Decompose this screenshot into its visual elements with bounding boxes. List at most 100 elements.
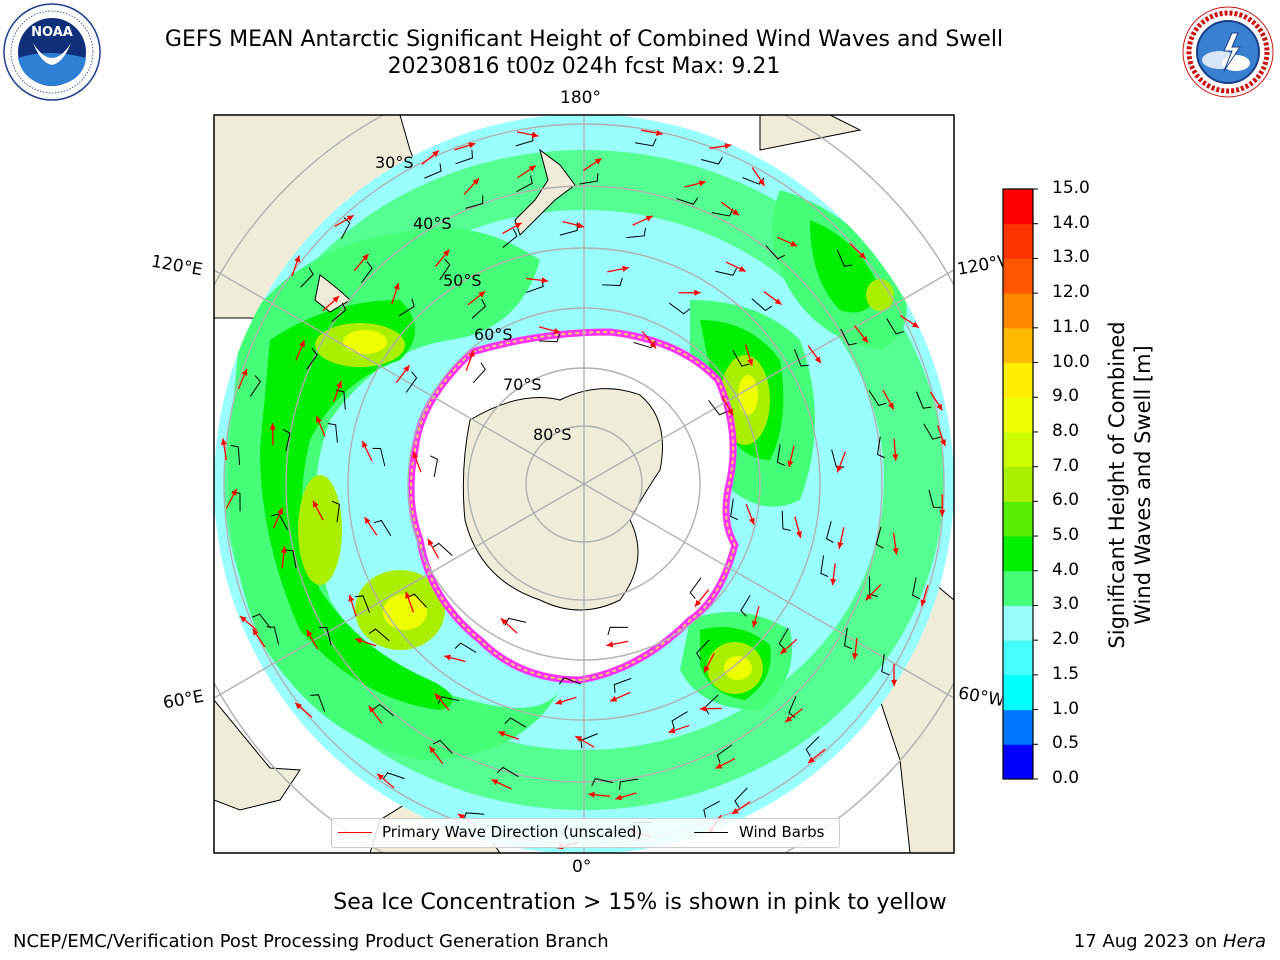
wind-barb	[843, 627, 853, 650]
wave-arrow	[322, 295, 340, 312]
wave-arrow	[929, 391, 943, 411]
wave-arrow	[225, 488, 238, 509]
wave-arrow	[849, 243, 867, 260]
colorbar-segment	[1003, 258, 1033, 294]
wave-arrow	[497, 731, 520, 740]
wave-arrow	[780, 638, 798, 655]
colorbar-tick-label: 4.0	[1052, 559, 1080, 580]
wind-barb	[836, 249, 853, 267]
wind-barb	[868, 390, 887, 407]
wind-barb	[668, 302, 691, 315]
wave-arrow	[562, 220, 585, 229]
wave-arrow	[391, 282, 400, 305]
wind-barb	[881, 653, 890, 676]
wave-arrow	[526, 277, 549, 284]
wind-barb	[539, 333, 560, 343]
wind-barb	[300, 267, 314, 288]
wind-barb	[778, 627, 789, 650]
map-legend: Primary Wave Direction (unscaled) Wind B…	[331, 818, 840, 848]
wave-arrow	[348, 594, 357, 617]
wind-barb	[635, 138, 657, 147]
wave-arrow	[465, 349, 475, 371]
wave-arrow	[467, 290, 486, 306]
wind-barb	[361, 261, 373, 284]
wind-barb	[601, 277, 623, 287]
wave-arrow	[502, 222, 522, 235]
wind-barb	[696, 639, 710, 661]
wave-arrow	[807, 345, 822, 364]
wind-barb	[915, 391, 932, 409]
wave-direction-arrows	[220, 129, 946, 850]
wave-arrow	[588, 791, 611, 798]
wave-arrow	[280, 546, 287, 569]
footer-machine: Hera	[1222, 931, 1266, 952]
wind-barb	[734, 787, 748, 809]
colorbar-segment	[1003, 501, 1033, 537]
wave-arrow	[434, 249, 450, 267]
wind-barb	[626, 227, 647, 239]
wave-arrow	[606, 640, 629, 648]
wind-barb	[886, 318, 904, 335]
colorbar-segment	[1003, 536, 1033, 572]
wind-barb	[373, 519, 392, 537]
wave-arrow	[427, 538, 439, 559]
wind-barb	[437, 696, 460, 705]
wind-barb	[284, 549, 297, 569]
colorbar-tick-label: 12.0	[1052, 282, 1090, 303]
wind-barb	[928, 489, 942, 508]
wave-arrow	[555, 696, 577, 705]
wind-barb	[465, 195, 484, 209]
wind-barb	[715, 267, 738, 276]
wave-arrow	[776, 236, 798, 247]
wind-barb	[875, 526, 884, 549]
wave-arrow	[763, 291, 782, 306]
colorbar-tick-label: 6.0	[1052, 490, 1080, 511]
wave-arrow	[220, 438, 228, 461]
wind-barb	[331, 302, 347, 322]
wind-barb	[876, 436, 885, 459]
wind-barb	[776, 444, 786, 466]
wave-arrow	[582, 157, 602, 172]
colorbar-segment	[1003, 223, 1033, 259]
wave-arrow	[632, 215, 653, 226]
colorbar-tick-label: 14.0	[1052, 212, 1090, 233]
wave-arrow	[273, 507, 284, 529]
colorbar-tick-label: 8.0	[1052, 420, 1080, 441]
wind-barb	[580, 733, 598, 749]
wind-barb	[676, 197, 699, 205]
wind-barb	[424, 163, 442, 179]
colorbar-tick-label: 1.5	[1052, 663, 1080, 684]
wave-arrow	[421, 150, 440, 165]
wind-barb	[249, 375, 261, 397]
wave-arrow	[939, 494, 946, 517]
wind-barb	[405, 371, 418, 393]
wind-barb	[335, 389, 346, 410]
colorbar-segment	[1003, 640, 1033, 676]
colorbar-segment	[1003, 744, 1033, 780]
wind-barb	[923, 423, 941, 440]
wave-arrow	[694, 589, 710, 608]
wave-arrow	[794, 516, 802, 539]
wave-arrow	[333, 380, 342, 402]
wind-barb	[230, 444, 241, 465]
wind-barb	[732, 350, 750, 367]
colorbar-segment	[1003, 466, 1033, 502]
wind-barb	[613, 677, 632, 693]
footer-producer: NCEP/EMC/Verification Post Processing Pr…	[13, 931, 609, 952]
wind-barb	[751, 298, 773, 312]
chart-subtitle: 20230816 t00z 024h fcst Max: 9.21	[387, 54, 781, 79]
wave-arrow	[836, 451, 847, 473]
wind-barb	[868, 576, 878, 597]
wind-barb	[825, 521, 834, 544]
wave-arrow	[334, 214, 355, 228]
wave-arrow	[538, 326, 561, 334]
wind-barb	[591, 778, 614, 786]
wave-arrow	[353, 253, 369, 272]
wave-arrow	[395, 364, 411, 384]
wave-arrow	[517, 165, 537, 179]
wind-barb	[516, 175, 533, 193]
wind-barb	[471, 298, 486, 319]
wind-barb	[805, 736, 820, 757]
legend-barb-label: Wind Barbs	[739, 823, 825, 841]
